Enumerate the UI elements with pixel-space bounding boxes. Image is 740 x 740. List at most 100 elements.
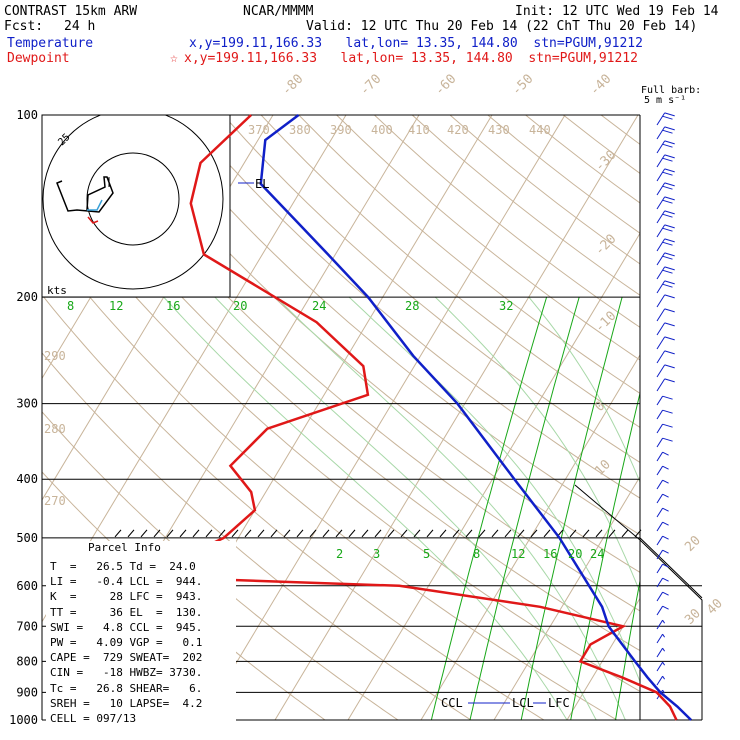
wind-barb-flag xyxy=(662,479,669,484)
dry-adiabat-tick-label: 430 xyxy=(488,123,510,137)
wind-barb xyxy=(656,378,666,392)
mixing-ratio-tick-label: 12 xyxy=(109,299,123,313)
barb-panel-line xyxy=(639,537,703,599)
hatch-mark xyxy=(374,529,382,538)
wind-barb xyxy=(656,395,664,406)
hatch-mark xyxy=(621,529,629,538)
isotherm-line xyxy=(566,597,640,720)
isotherm-tick-label: -20 xyxy=(592,232,619,259)
wind-barb-flag xyxy=(662,591,669,596)
mixing-ratio-tick-label: 12 xyxy=(511,547,525,561)
isotherm-line xyxy=(420,354,640,720)
stability-index-row: K = 28 LFC = 943. xyxy=(50,590,203,605)
dewpoint-location: x,y=199.11,166.33 lat,lon= 13.35, 144.80… xyxy=(184,51,638,66)
stability-index-row: PW = 4.09 VGP = 0.1 xyxy=(50,636,203,650)
hatch-mark xyxy=(517,529,525,538)
dry-adiabat-tick-label: 410 xyxy=(408,123,430,137)
hodograph-ring-outer xyxy=(42,115,224,290)
dry-adiabat-tick-label: 380 xyxy=(289,123,311,137)
wind-barb-flag xyxy=(664,294,675,299)
pressure-tick-label: 400 xyxy=(16,472,38,486)
wind-barb xyxy=(656,661,664,672)
isotherm-line xyxy=(201,115,566,720)
isotherm-line xyxy=(713,115,740,720)
mixing-ratio-tick-label: 3 xyxy=(373,547,380,561)
wind-barb xyxy=(656,577,664,588)
wind-barb-flag xyxy=(664,140,675,145)
hatch-mark xyxy=(543,529,551,538)
wind-barb-flag xyxy=(662,549,669,554)
isotherm-tick-label: -60 xyxy=(432,72,459,99)
dry-adiabat-line xyxy=(42,352,472,720)
wind-barb xyxy=(656,605,664,616)
wind-barb-flag xyxy=(664,224,675,229)
barb-frame xyxy=(574,115,703,721)
hatch-mark xyxy=(179,529,187,538)
wind-barb xyxy=(656,364,666,378)
wind-barb xyxy=(656,350,666,364)
isotherm-line xyxy=(639,719,640,720)
mixing-ratio-tick-label: 28 xyxy=(405,299,419,313)
wind-barb-flag xyxy=(662,689,666,694)
dry-adiabat-tick-label: 390 xyxy=(330,123,352,137)
wind-barb-flag xyxy=(662,269,673,274)
wind-barb-flag xyxy=(664,336,675,341)
hatch-mark xyxy=(387,529,395,538)
wind-barb xyxy=(656,210,666,224)
wind-barb-flag xyxy=(662,199,673,204)
hatch-mark xyxy=(309,529,317,538)
hatch-mark xyxy=(218,529,226,538)
hodograph-trace-low xyxy=(87,216,99,224)
wind-barb xyxy=(656,493,664,504)
hatch-mark xyxy=(465,529,473,538)
wind-barb xyxy=(656,549,664,560)
dry-adiabat-line xyxy=(109,115,640,573)
hatch-mark xyxy=(452,529,460,538)
wind-barb-flag xyxy=(662,395,673,400)
pressure-tick-label: 600 xyxy=(16,579,38,593)
hatch-mark xyxy=(582,529,590,538)
wind-barb xyxy=(656,112,666,126)
wind-barb-flag xyxy=(664,378,675,383)
dry-adiabat-line xyxy=(222,115,640,464)
mixing-ratio-lines xyxy=(430,296,740,720)
pressure-tick-label: 700 xyxy=(16,619,38,633)
wind-barb-flag xyxy=(662,675,666,680)
wind-barb-flag xyxy=(662,143,673,148)
sounding-traces xyxy=(141,114,692,721)
wind-barb xyxy=(656,280,666,294)
wind-barb-flag xyxy=(662,423,673,428)
mixing-ratio-line xyxy=(715,297,740,720)
mixing-ratio-line xyxy=(731,297,740,720)
isotherm-tick-label: -10 xyxy=(592,309,619,336)
dry-adiabat-line xyxy=(298,115,640,394)
wind-barb xyxy=(656,252,666,266)
pressure-tick-label: 500 xyxy=(16,531,38,545)
wind-barb-flag xyxy=(662,535,669,540)
wind-barb-flag xyxy=(662,185,673,190)
pressure-tick-label: 100 xyxy=(16,108,38,122)
parcel-info-title: Parcel Info xyxy=(88,541,161,554)
wind-barb-flag xyxy=(662,521,669,526)
isotherm-tick-label: -40 xyxy=(587,72,614,99)
wind-barb-flag xyxy=(664,154,675,159)
hatch-mark xyxy=(322,529,330,538)
wind-barb xyxy=(656,563,664,574)
mixing-ratio-tick-label: 8 xyxy=(473,547,480,561)
mixing-ratio-tick-label: 32 xyxy=(499,299,513,313)
dry-adiabat-line xyxy=(42,180,640,692)
dewpoint-star-icon: ☆ xyxy=(170,51,178,66)
hatch-mark xyxy=(478,529,486,538)
dry-adiabat-line xyxy=(562,115,640,174)
dry-adiabat-tick-label: 290 xyxy=(44,349,66,363)
pressure-tick-label: 1000 xyxy=(9,713,38,727)
pressure-tick-label: 800 xyxy=(16,654,38,668)
valid-time: Valid: 12 UTC Thu 20 Feb 14 (22 ChT Thu … xyxy=(306,19,698,34)
hatch-mark xyxy=(270,529,278,538)
wind-barb xyxy=(656,294,666,308)
wind-barb-flag xyxy=(662,619,666,624)
hatch-mark xyxy=(192,529,200,538)
wind-barb xyxy=(656,465,664,476)
wind-barb-flag xyxy=(662,661,666,666)
wind-barb xyxy=(656,437,664,448)
